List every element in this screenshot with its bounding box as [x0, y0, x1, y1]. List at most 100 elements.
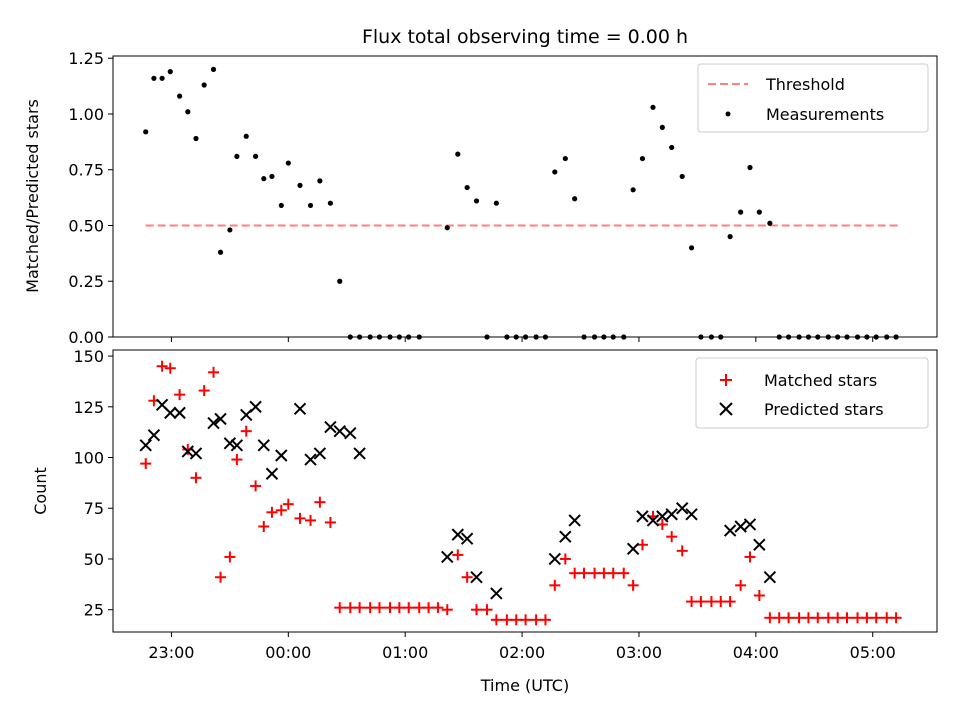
matched-star-point	[198, 385, 210, 397]
matched-star-point	[461, 571, 473, 583]
predicted-star-point	[324, 420, 337, 434]
xtick-label: 00:00	[265, 643, 311, 662]
matched-star-point	[393, 602, 405, 614]
measurement-point	[767, 220, 773, 226]
matched-star-point	[569, 567, 581, 579]
top-panel: 0.00 0.25 0.50 0.75 1.00 1.25 Matched/Predict…	[23, 49, 938, 347]
measurement-point	[455, 151, 461, 157]
predicted-stars-series	[139, 398, 777, 600]
matched-star-point	[432, 602, 444, 614]
top-ytick-label: 0.50	[68, 216, 104, 235]
matched-star-point	[676, 545, 688, 557]
predicted-star-point	[223, 437, 237, 450]
matched-star-point	[314, 496, 326, 508]
measurement-point	[727, 234, 733, 240]
legend-measurements-label: Measurements	[766, 105, 884, 124]
predicted-star-point	[249, 400, 262, 414]
matched-star-point	[598, 567, 610, 579]
matched-star-point	[724, 596, 736, 608]
xtick-label: 23:00	[148, 643, 194, 662]
predicted-star-point	[441, 550, 454, 564]
predicted-star-point	[559, 530, 572, 543]
measurement-point	[639, 155, 646, 162]
matched-star-point	[156, 360, 168, 372]
top-ytick-label: 0.75	[68, 161, 104, 180]
predicted-star-point	[460, 532, 474, 545]
measurement-point	[317, 178, 323, 184]
bottom-y-ticks: 25 50 75 100 125 150	[73, 347, 113, 620]
legend-predicted-label: Predicted stars	[764, 400, 884, 419]
predicted-star-point	[139, 439, 152, 452]
measurement-point	[201, 82, 207, 88]
bottom-legend: Matched stars Predicted stars	[695, 357, 929, 429]
measurement-point	[552, 169, 558, 175]
chart-title: Flux total observing time = 0.00 h	[362, 26, 688, 48]
measurement-point	[756, 209, 762, 215]
predicted-star-point	[665, 508, 678, 521]
measurement-point	[167, 69, 173, 75]
legend-threshold-label: Threshold	[765, 75, 845, 94]
matched-star-point	[305, 514, 317, 526]
measurement-point	[307, 202, 314, 209]
predicted-star-point	[344, 426, 357, 440]
measurement-point	[337, 278, 343, 284]
measurement-point	[650, 104, 656, 110]
measurement-point	[185, 109, 191, 115]
matched-star-point	[822, 612, 834, 624]
matched-star-point	[881, 612, 893, 624]
matched-star-point	[802, 612, 814, 624]
matched-star-point	[470, 604, 482, 616]
matched-star-point	[764, 612, 776, 624]
matched-star-point	[452, 549, 464, 561]
top-legend: Threshold Measurements	[697, 63, 929, 133]
predicted-star-point	[763, 571, 777, 584]
measurement-point	[217, 249, 224, 255]
xtick-label: 03:00	[616, 643, 662, 662]
matched-star-point	[861, 612, 873, 624]
bottom-ytick-label: 100	[73, 449, 104, 468]
matched-star-point	[695, 596, 707, 608]
matched-star-point	[559, 553, 571, 565]
predicted-star-point	[313, 447, 327, 460]
top-ytick-label: 0.25	[68, 272, 104, 291]
predicted-star-point	[451, 528, 465, 541]
matched-star-point	[441, 604, 453, 616]
matched-star-point	[530, 614, 542, 626]
measurement-point	[444, 225, 450, 231]
measurement-point	[493, 200, 499, 206]
legend-matched-swatch	[720, 374, 732, 386]
matched-star-point	[841, 612, 853, 624]
matched-stars-series	[140, 360, 902, 626]
measurement-point	[679, 173, 685, 180]
matched-star-point	[354, 602, 366, 614]
top-x-ticks	[170, 337, 874, 342]
measurement-point	[562, 155, 568, 162]
measurement-point	[210, 66, 217, 72]
matched-star-point	[240, 425, 252, 437]
xtick-label: 02:00	[499, 643, 545, 662]
matched-star-point	[890, 612, 902, 624]
matched-star-point	[231, 454, 243, 466]
xtick-label: 05:00	[850, 643, 896, 662]
measurement-point	[261, 176, 267, 182]
matched-star-point	[266, 506, 278, 518]
matched-star-point	[852, 612, 864, 624]
measurement-point	[327, 200, 333, 206]
predicted-star-point	[568, 514, 581, 527]
predicted-star-point	[753, 538, 766, 551]
predicted-star-point	[646, 514, 660, 527]
matched-star-point	[324, 516, 336, 528]
matched-star-point	[793, 612, 805, 624]
measurement-point	[630, 187, 636, 193]
predicted-star-point	[214, 412, 227, 426]
matched-star-point	[364, 602, 376, 614]
predicted-star-point	[626, 542, 640, 556]
measurement-point	[252, 153, 259, 159]
legend-predicted-swatch	[719, 402, 733, 416]
matched-star-point	[413, 602, 425, 614]
predicted-star-point	[304, 453, 317, 466]
matched-star-point	[618, 567, 630, 579]
measurement-point	[285, 160, 291, 166]
matched-star-point	[773, 612, 785, 624]
legend-measurements-swatch	[725, 111, 731, 117]
